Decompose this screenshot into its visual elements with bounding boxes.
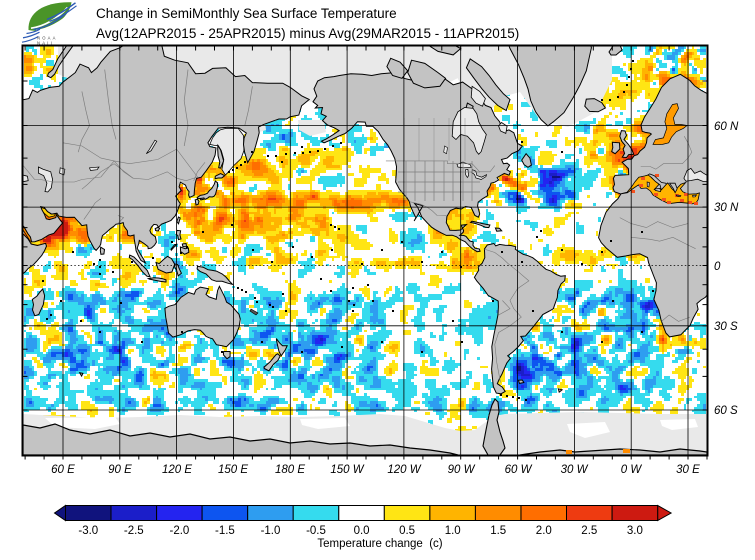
svg-text:60 S: 60 S xyxy=(714,405,738,417)
svg-text:-3.0: -3.0 xyxy=(78,525,98,537)
svg-text:-2.0: -2.0 xyxy=(169,525,189,537)
svg-text:30 S: 30 S xyxy=(714,321,738,333)
svg-text:30 N: 30 N xyxy=(714,202,739,214)
svg-text:2.5: 2.5 xyxy=(581,525,597,537)
svg-text:120 E: 120 E xyxy=(162,464,192,476)
svg-text:60 E: 60 E xyxy=(51,464,75,476)
svg-text:90 E: 90 E xyxy=(108,464,132,476)
svg-text:2.0: 2.0 xyxy=(536,525,552,537)
svg-text:-2.5: -2.5 xyxy=(124,525,144,537)
svg-text:Change in SemiMonthly Sea Surf: Change in SemiMonthly Sea Surface Temper… xyxy=(96,6,397,21)
svg-text:120 W: 120 W xyxy=(387,464,421,476)
svg-text:30 W: 30 W xyxy=(561,464,589,476)
svg-text:-1.5: -1.5 xyxy=(215,525,235,537)
svg-text:90 W: 90 W xyxy=(448,464,476,476)
svg-text:60 N: 60 N xyxy=(714,121,739,133)
svg-text:0: 0 xyxy=(714,261,721,273)
svg-text:60 W: 60 W xyxy=(505,464,533,476)
svg-text:NOAA: NOAA xyxy=(37,36,58,41)
svg-text:-0.5: -0.5 xyxy=(306,525,326,537)
svg-text:0 W: 0 W xyxy=(621,464,643,476)
svg-text:150 W: 150 W xyxy=(330,464,364,476)
svg-text:150 E: 150 E xyxy=(218,464,248,476)
svg-text:-1.0: -1.0 xyxy=(261,525,281,537)
svg-text:180 E: 180 E xyxy=(275,464,305,476)
svg-text:NAII: NAII xyxy=(37,40,54,45)
svg-text:1.0: 1.0 xyxy=(445,525,461,537)
svg-text:3.0: 3.0 xyxy=(627,525,643,537)
svg-text:0.5: 0.5 xyxy=(399,525,415,537)
svg-text:30 E: 30 E xyxy=(676,464,700,476)
svg-text:Temperature change (c): Temperature change (c) xyxy=(317,538,442,550)
svg-text:0.0: 0.0 xyxy=(354,525,370,537)
svg-text:Avg(12APR2015 - 25APR2015) min: Avg(12APR2015 - 25APR2015) minus Avg(29M… xyxy=(96,26,519,41)
svg-text:1.5: 1.5 xyxy=(490,525,506,537)
